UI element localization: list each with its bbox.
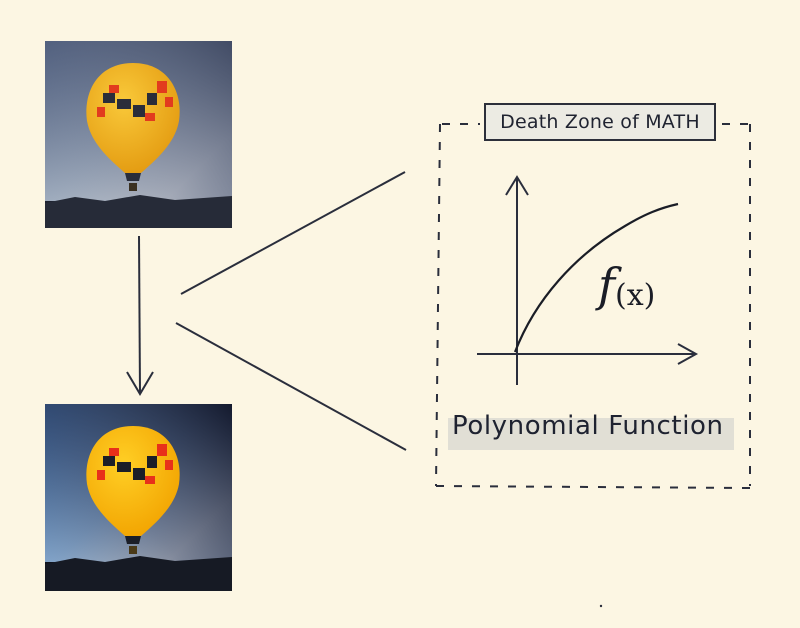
dashed-box — [435, 123, 751, 489]
function-argument: (x) — [615, 278, 656, 313]
photo-enhanced — [45, 404, 232, 591]
y-axis-arrow-icon — [505, 175, 529, 196]
caption-highlight — [448, 418, 734, 450]
balloon-image-original — [45, 41, 232, 228]
down-arrow-shaft — [138, 235, 141, 395]
down-arrow-head — [126, 371, 154, 396]
function-curve — [513, 202, 679, 353]
function-label: f(x) — [598, 262, 655, 311]
math-zone-title: Death Zone of MATH — [484, 103, 716, 141]
balloon-shape — [86, 426, 180, 554]
balloon-image-enhanced — [45, 404, 232, 591]
balloon-shape — [86, 63, 180, 191]
caption-text: Polynomial Function — [452, 411, 724, 441]
photo-original — [45, 41, 232, 228]
x-axis-arrow-icon — [677, 343, 699, 365]
connector-lower — [175, 322, 407, 451]
connector-upper — [180, 171, 406, 295]
function-name: f — [598, 258, 616, 312]
caption: Polynomial Function — [452, 405, 734, 447]
math-zone-title-text: Death Zone of MATH — [500, 111, 700, 133]
stray-dot — [599, 604, 603, 608]
